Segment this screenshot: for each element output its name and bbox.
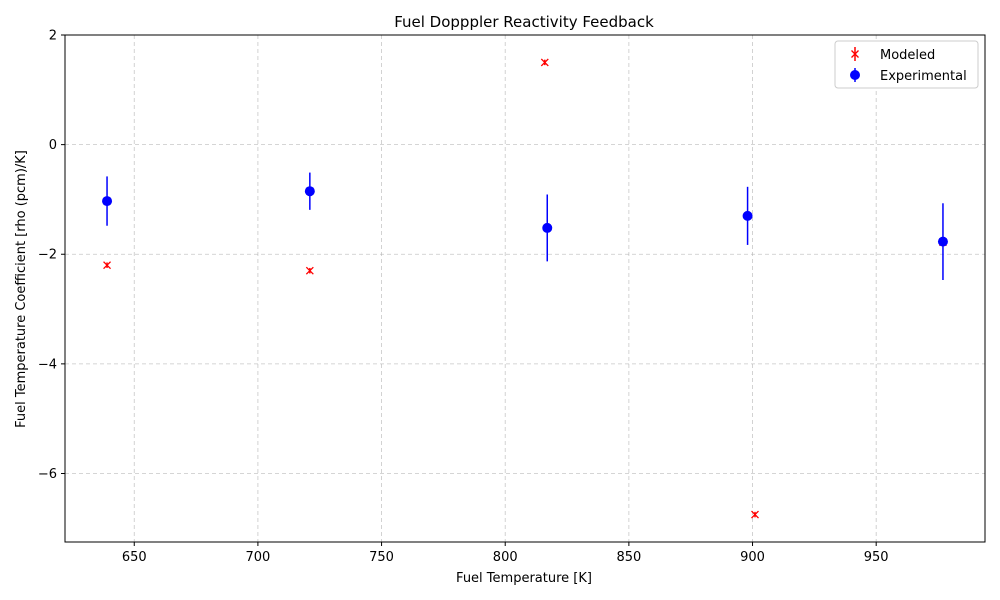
axis-ticks: 650 700 750 800 850 900 950 2 0 −2 −4 −6 — [38, 29, 889, 566]
legend-box — [834, 40, 979, 89]
legend-label-experimental: Experimental — [880, 69, 967, 84]
data-point-circle — [542, 222, 553, 233]
y-tick-label: −2 — [38, 248, 57, 263]
data-point-circle — [304, 186, 315, 197]
series-modeled — [103, 58, 947, 519]
chart-title: Fuel Dopppler Reactivity Feedback — [394, 13, 654, 31]
x-tick-label: 850 — [616, 550, 641, 565]
x-tick-label: 750 — [369, 550, 394, 565]
data-point-circle — [102, 196, 113, 207]
data-point-x-marker — [103, 261, 112, 270]
x-tick-label: 900 — [740, 550, 765, 565]
plot-area-frame — [64, 34, 986, 543]
y-tick-label: 0 — [49, 138, 57, 153]
y-axis-label: Fuel Temperature Coefficient [rho (pcm)/… — [14, 150, 29, 428]
x-tick-label: 650 — [122, 550, 147, 565]
legend-x-marker — [851, 50, 859, 58]
x-tick-label: 950 — [864, 550, 889, 565]
legend-marker-experimental — [850, 68, 860, 82]
series-experimental — [102, 172, 948, 281]
legend-marker-modeled — [851, 47, 859, 61]
data-point-circle — [742, 210, 753, 221]
grid-lines — [65, 34, 985, 542]
x-tick-label: 800 — [493, 550, 518, 565]
y-tick-label: 2 — [49, 29, 57, 44]
legend-circle-marker — [850, 70, 860, 80]
x-axis-label: Fuel Temperature [K] — [456, 571, 592, 586]
x-tick-label: 700 — [245, 550, 270, 565]
data-point-x-marker — [751, 510, 759, 519]
legend-label-modeled: Modeled — [880, 48, 935, 63]
data-point-x-marker — [540, 58, 549, 67]
data-point-circle — [937, 236, 948, 247]
data-point-x-marker — [305, 266, 314, 275]
legend: Modeled Experimental — [834, 40, 979, 89]
data-marks — [102, 58, 948, 519]
y-tick-label: −4 — [38, 357, 57, 372]
y-tick-label: −6 — [38, 467, 57, 482]
